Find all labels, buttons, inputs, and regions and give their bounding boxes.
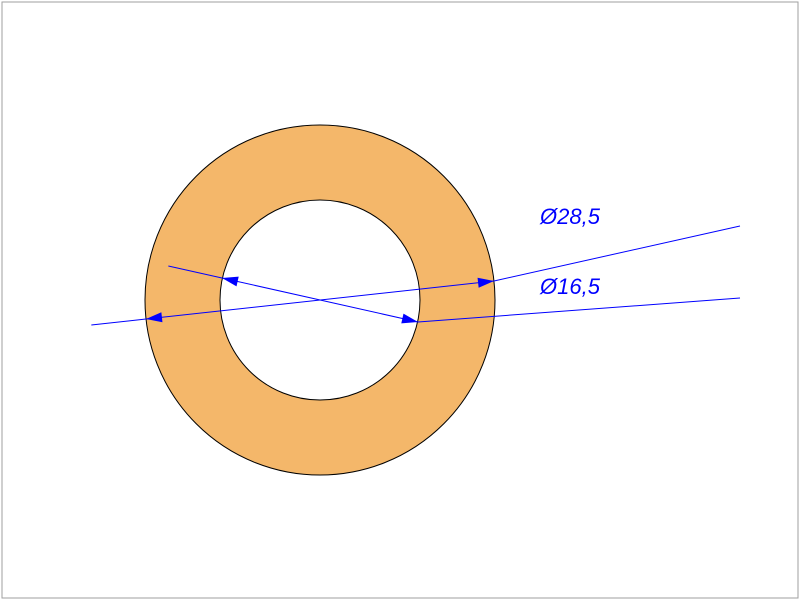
dimension-arrowhead bbox=[401, 314, 418, 324]
dimension-arrowhead bbox=[222, 277, 239, 287]
dimension-inner-label: Ø16,5 bbox=[539, 274, 601, 299]
frame-border bbox=[2, 2, 798, 598]
dimension-outer-tail bbox=[91, 319, 146, 325]
dimension-inner-chord bbox=[222, 278, 418, 322]
dimension-outer-leader bbox=[494, 226, 740, 281]
dimension-outer-label: Ø28,5 bbox=[539, 204, 601, 229]
